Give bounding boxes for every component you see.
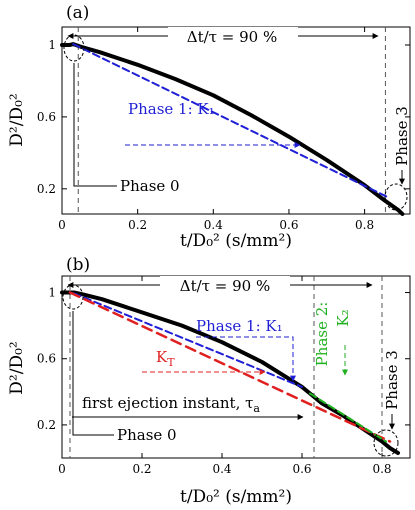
panel-b-series-fit-K1 bbox=[73, 292, 303, 388]
panel-b-ejection-label: first ejection instant, τa bbox=[82, 394, 260, 415]
panel-a-y-ticks: 0.2 0.6 1 bbox=[37, 38, 410, 196]
panel-b-y-ticks: 0.2 0.6 1 bbox=[37, 286, 410, 432]
panel-a-x-tick-label: 0.8 bbox=[355, 218, 374, 232]
panel-a-duration-label-bg bbox=[168, 27, 298, 46]
panel-b-ejection-sub: a bbox=[253, 402, 260, 415]
panel-b-x-tick-label: 0 bbox=[58, 462, 66, 476]
panel-a: (a) 0 0.2 0.4 0.6 0.8 0.20.61 t/D₀² (s/mm²) … bbox=[7, 3, 411, 251]
panel-b-kt-sub: T bbox=[167, 356, 175, 369]
panel-a-x-tick-label: 0.2 bbox=[128, 218, 147, 232]
panel-a-x-tick-label: 0.6 bbox=[279, 218, 298, 232]
panel-b-kt-main: K bbox=[156, 348, 168, 366]
panel-b-series-fit-KT bbox=[68, 291, 392, 443]
panel-a-phase-boundaries bbox=[77, 27, 386, 214]
panel-b-x-tick-label: 0.6 bbox=[292, 462, 311, 476]
panel-b-duration-label: Δt/τ = 90 % bbox=[180, 277, 270, 295]
panel-b-x-tick-label: 0.8 bbox=[372, 462, 391, 476]
panel-a-phase0-circle bbox=[63, 34, 85, 62]
panel-b-phase0-circle bbox=[62, 284, 84, 310]
panel-a-phase0-leader bbox=[73, 63, 117, 187]
panel-a-phase3-label: Phase 3 bbox=[393, 106, 411, 166]
panel-a-duration-label: Δt/τ = 90 % bbox=[187, 28, 277, 46]
panel-b-phase1-label: Phase 1: K₁ bbox=[196, 317, 283, 335]
panel-a-x-ticks: 0 0.2 0.4 0.6 0.8 bbox=[58, 27, 374, 232]
panel-a-y-tick-label: 0.6 bbox=[37, 110, 56, 124]
panel-b-ejection-main: first ejection instant, τ bbox=[82, 394, 253, 412]
panel-b-phase-boundaries bbox=[69, 276, 383, 458]
panel-b-phase0-label: Phase 0 bbox=[117, 426, 177, 444]
panel-b-phase0-leader bbox=[72, 311, 114, 436]
panel-a-phase3-circle bbox=[384, 183, 408, 211]
panel-a-series-fit bbox=[72, 43, 389, 198]
panel-b-duration-label-bg bbox=[160, 276, 290, 295]
panel-a-x-axis-label: t/D₀² (s/mm²) bbox=[180, 231, 292, 251]
panel-b-phase2-k: K₂ bbox=[334, 309, 352, 326]
panel-b-y-tick-label: 1 bbox=[48, 286, 56, 300]
panel-b-kt-label: KT bbox=[156, 348, 175, 369]
panel-b-phase2-label: Phase 2: bbox=[313, 302, 331, 367]
panel-a-y-axis-label: D²/D₀² bbox=[7, 93, 27, 146]
panel-a-label: (a) bbox=[66, 3, 89, 23]
panel-a-phase0-label: Phase 0 bbox=[120, 177, 180, 195]
panel-a-phase1-label: Phase 1: K₁ bbox=[128, 100, 215, 118]
panel-b-x-ticks: 0 0.2 0.4 0.6 0.8 bbox=[58, 276, 392, 476]
panel-b-x-tick-label: 0.2 bbox=[132, 462, 151, 476]
panel-a-y-tick-label: 1 bbox=[48, 38, 56, 52]
panel-b-series-fit-K2 bbox=[309, 392, 387, 443]
panel-b-phase1-arrow bbox=[196, 336, 296, 382]
panel-a-y-tick-label: 0.2 bbox=[37, 182, 56, 196]
panel-a-series bbox=[60, 42, 405, 216]
panel-a-x-tick-label: 0 bbox=[58, 218, 66, 232]
panel-b-y-tick-label: 0.6 bbox=[37, 352, 56, 366]
panel-b-phase3-label: Phase 3 bbox=[383, 350, 401, 410]
panel-a-x-tick-label: 0.4 bbox=[204, 218, 223, 232]
panel-b-x-tick-label: 0.4 bbox=[212, 462, 231, 476]
panel-b-y-tick-label: 0.2 bbox=[37, 418, 56, 432]
panel-b-label: (b) bbox=[66, 255, 90, 275]
panel-b-y-axis-label: D²/D₀² bbox=[7, 341, 27, 394]
panel-b: (b) 0 0.2 0.4 0.6 0.8 0.20.61 t/D₀² (s/mm²) … bbox=[7, 255, 411, 507]
panel-a-series-measured bbox=[60, 42, 405, 216]
panel-b-phase3-circle bbox=[373, 429, 399, 457]
panel-b-x-axis-label: t/D₀² (s/mm²) bbox=[180, 487, 292, 507]
